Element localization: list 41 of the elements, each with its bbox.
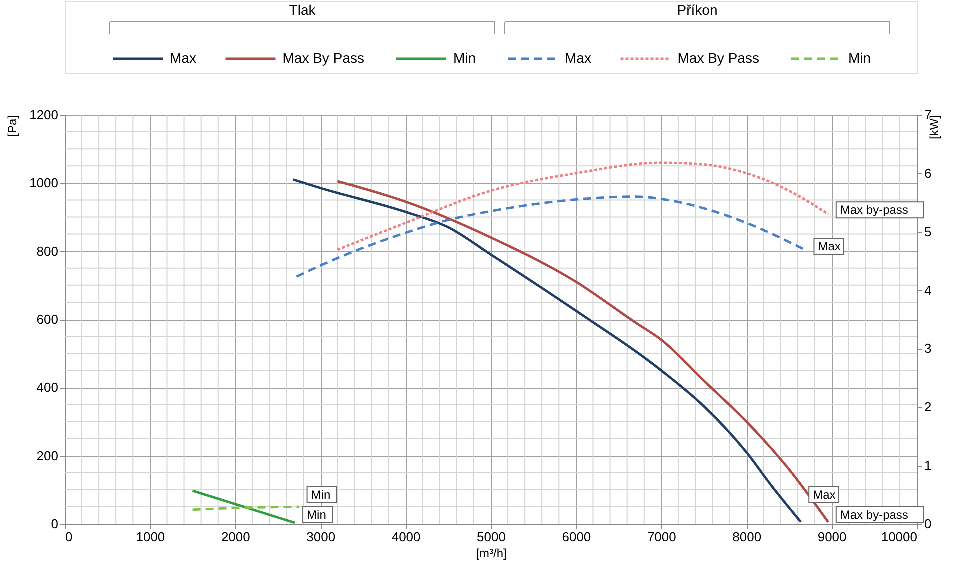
x-tick-label: 4000	[392, 530, 421, 544]
x-tick-label: 0	[66, 530, 73, 544]
y2-tick-label: 5	[924, 224, 932, 240]
x-tick-label: 5000	[477, 530, 506, 544]
y2-tick-label: 4	[924, 282, 932, 298]
annotation: Max	[813, 488, 836, 502]
y-tick-label: 0	[51, 516, 58, 532]
legend-label: Min	[454, 50, 476, 66]
y-axis-title: [Pa]	[6, 116, 20, 137]
annotation: Max by-pass	[840, 508, 908, 522]
x-tick-label: 2000	[221, 530, 250, 544]
x-tick-label: 7000	[647, 530, 676, 544]
text: Příkon	[677, 2, 718, 18]
y-tick-label: 200	[36, 448, 58, 464]
legend-label: Max	[170, 50, 196, 66]
x-tick-label: 8000	[732, 530, 762, 544]
annotation: Min	[307, 508, 326, 522]
y2-tick-label: 1	[924, 458, 932, 474]
legend-label: Min	[848, 50, 872, 66]
legend-label: Max	[565, 50, 592, 66]
text: Tlak	[289, 2, 317, 18]
annotation: Max	[818, 240, 841, 254]
y-tick-label: 800	[36, 244, 58, 259]
x-tick-label: 9000	[818, 530, 847, 544]
y-tick-label: 400	[36, 380, 58, 396]
y2-tick-label: 2	[924, 400, 932, 415]
legend-label: Max By Pass	[282, 50, 364, 66]
x-tick-label: 1000	[136, 530, 166, 544]
y-tick-label: 1200	[30, 108, 58, 122]
y-tick-label: 600	[36, 312, 58, 327]
y-tick-label: 1000	[30, 176, 58, 191]
legend-label: Max By Pass	[678, 50, 760, 66]
y2-tick-label: 3	[924, 341, 932, 356]
annotation: Max by-pass	[840, 203, 908, 218]
x-tick-label: 10000	[881, 530, 918, 544]
y2-tick-label: 6	[924, 166, 932, 181]
x-tick-label: 3000	[306, 530, 336, 544]
x-tick-label: 6000	[562, 530, 592, 544]
x-axis-title: [m³/h]	[476, 546, 507, 560]
annotation: Min	[311, 488, 331, 502]
y2-tick-label: 0	[924, 516, 932, 532]
